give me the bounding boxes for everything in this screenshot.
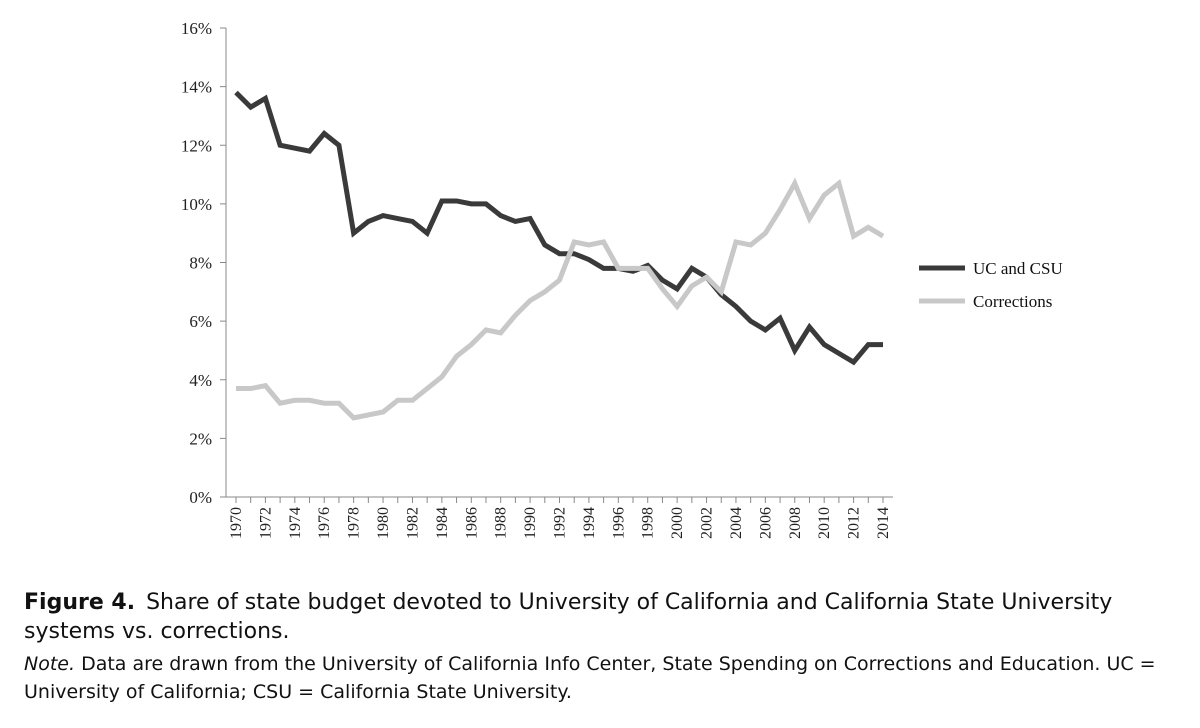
series-line-corrections [236, 177, 885, 421]
x-tick-label: 2014 [875, 507, 892, 539]
y-tick-label: 16% [181, 19, 212, 38]
x-tick-label: 1974 [287, 507, 304, 539]
note-text: Data are drawn from the University of Ca… [24, 653, 1156, 703]
chart-legend: UC and CSU Corrections [919, 259, 1063, 311]
x-tick-label: 1982 [404, 507, 421, 539]
figure-title: Share of state budget devoted to Univers… [24, 590, 1113, 644]
y-tick-label: 4% [189, 371, 212, 390]
chart-series [234, 90, 885, 421]
line-chart: 0% 2% 4% 6% 8% 10% 12% 14% 16% 1970 1972 1974 1976 19… [181, 19, 1063, 539]
x-tick-label: 1972 [257, 507, 274, 539]
note-label: Note. [24, 653, 76, 675]
x-tick-label: 1988 [493, 507, 510, 539]
x-tick-label: 2006 [757, 507, 774, 539]
x-tick-label: 2012 [846, 507, 863, 539]
x-tick-label: 2004 [728, 507, 745, 539]
x-tick-label: 1978 [346, 507, 363, 539]
x-tick-label: 1980 [375, 507, 392, 539]
x-tick-label: 1970 [228, 507, 245, 539]
x-tick-label: 2000 [669, 507, 686, 539]
x-tick-label: 2010 [816, 507, 833, 539]
y-tick-label: 2% [189, 429, 212, 448]
y-tick-label: 8% [189, 254, 212, 273]
x-tick-label: 1998 [640, 507, 657, 539]
y-tick-label: 10% [181, 195, 212, 214]
caption-note: Note. Data are drawn from the University… [24, 650, 1184, 706]
x-tick-label: 1984 [434, 507, 451, 539]
x-tick-label: 1994 [581, 507, 598, 539]
x-tick-label: 1992 [552, 507, 569, 539]
x-tick-label: 2002 [699, 507, 716, 539]
figure-caption: Figure 4. Share of state budget devoted … [24, 588, 1184, 706]
caption-title-block: Figure 4. Share of state budget devoted … [24, 588, 1184, 646]
chart-axes: 0% 2% 4% 6% 8% 10% 12% 14% 16% 1970 1972 1974 1976 19… [181, 19, 893, 539]
y-tick-label: 12% [181, 136, 212, 155]
x-tick-label: 2008 [787, 507, 804, 539]
y-tick-label: 6% [189, 312, 212, 331]
x-tick-label: 1976 [316, 507, 333, 539]
legend-label-corrections: Corrections [973, 292, 1052, 311]
legend-label-uc-csu: UC and CSU [973, 259, 1063, 278]
x-tick-label: 1986 [463, 507, 480, 539]
y-tick-label: 0% [189, 488, 212, 507]
y-tick-label: 14% [181, 78, 212, 97]
series-line-uc-csu [234, 90, 883, 366]
figure-label: Figure 4. [24, 590, 136, 615]
x-tick-label: 1990 [522, 507, 539, 539]
x-tick-label: 1996 [610, 507, 627, 539]
